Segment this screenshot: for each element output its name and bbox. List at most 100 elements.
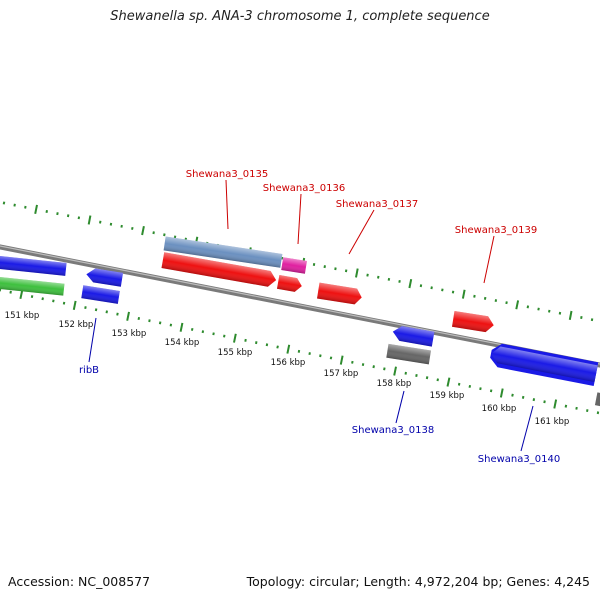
inner-minor-tick	[62, 301, 66, 305]
outer-minor-tick	[366, 273, 369, 277]
inner-minor-tick	[436, 378, 439, 382]
inner-minor-tick	[457, 382, 461, 386]
outer-minor-tick	[312, 263, 316, 266]
inner-minor-tick	[329, 356, 333, 360]
inner-major-tick	[233, 333, 237, 343]
gene-Shewana3-0139[interactable]	[451, 310, 495, 333]
gene-Shewana3-0136-red[interactable]	[276, 275, 303, 293]
gene-Shewana3-0140[interactable]	[489, 342, 599, 386]
outer-major-tick	[568, 310, 573, 320]
inner-minor-tick	[532, 398, 536, 402]
inner-major-tick	[19, 289, 24, 300]
gene-partial-grey-right[interactable]	[594, 392, 600, 408]
gene-Shewana3-0135[interactable]	[161, 252, 277, 288]
gene-ribB[interactable]	[81, 285, 120, 304]
outer-minor-tick	[377, 275, 380, 279]
inner-minor-tick	[201, 330, 205, 334]
inner-minor-tick	[297, 349, 301, 353]
label-Shewana3-0136[interactable]: Shewana3_0136	[263, 183, 345, 194]
scale-labels: 151 kbp 152 kbp 153 kbp 154 kbp 155 kbp …	[5, 311, 570, 427]
label-Shewana3-0139[interactable]: Shewana3_0139	[455, 225, 537, 236]
outer-tick-row	[2, 201, 594, 322]
outer-major-tick	[515, 300, 520, 310]
label-Shewana3-0135[interactable]: Shewana3_0135	[186, 169, 268, 180]
gene-partial-green-left[interactable]	[0, 275, 65, 296]
label-Shewana3-0138[interactable]: Shewana3_0138	[352, 425, 434, 436]
gene-partial-blue-left[interactable]	[0, 255, 67, 276]
scale-label-155: 155 kbp	[218, 348, 253, 358]
inner-minor-tick	[190, 327, 194, 331]
gene-Shewana3-0136[interactable]	[281, 257, 307, 274]
outer-minor-tick	[152, 231, 155, 235]
outer-major-tick	[355, 268, 359, 278]
inner-minor-tick	[169, 323, 173, 327]
outer-minor-tick	[173, 235, 177, 239]
inner-minor-tick	[116, 312, 119, 316]
outer-minor-tick	[66, 214, 70, 218]
outer-minor-tick	[387, 277, 391, 281]
inner-minor-tick	[84, 306, 87, 309]
scale-label-156: 156 kbp	[271, 358, 306, 368]
scale-label-161: 161 kbp	[535, 417, 570, 427]
gene-Shewana3-0135-steel[interactable]	[163, 236, 283, 268]
outer-minor-tick	[280, 256, 284, 260]
outer-minor-tick	[558, 311, 562, 315]
outer-minor-tick	[120, 224, 123, 228]
outer-minor-tick	[483, 296, 487, 300]
outer-minor-tick	[109, 222, 113, 226]
gene-Shewana3-0137[interactable]	[317, 282, 363, 306]
outer-minor-tick	[24, 205, 27, 209]
inner-minor-tick	[244, 338, 247, 342]
scale-label-158: 158 kbp	[377, 379, 412, 389]
outer-minor-tick	[77, 216, 81, 220]
inner-minor-tick	[94, 308, 98, 312]
outer-minor-tick	[2, 201, 6, 205]
inner-minor-tick	[9, 290, 12, 294]
inner-minor-tick	[479, 387, 482, 391]
inner-minor-tick	[415, 374, 418, 377]
scale-label-153: 153 kbp	[112, 329, 147, 339]
inner-minor-tick	[52, 299, 55, 303]
inner-minor-tick	[404, 371, 407, 375]
outer-major-tick	[87, 215, 92, 225]
scale-label-154: 154 kbp	[165, 338, 200, 348]
inner-minor-tick	[489, 389, 493, 393]
inner-major-tick	[553, 399, 558, 409]
inner-minor-tick	[41, 297, 44, 301]
label-Shewana3-0140[interactable]: Shewana3_0140	[478, 454, 560, 465]
outer-major-tick	[141, 225, 145, 236]
inner-major-tick	[179, 322, 184, 332]
label-ribB[interactable]: ribB	[79, 365, 99, 376]
inner-minor-tick	[521, 395, 525, 399]
gene-Shewana3-0138[interactable]	[386, 343, 431, 365]
inner-minor-tick	[383, 367, 386, 371]
inner-minor-tick	[372, 365, 375, 369]
scale-label-160: 160 kbp	[482, 404, 517, 414]
inner-minor-tick	[158, 321, 162, 325]
gene-Shewana3-0138-upper[interactable]	[391, 325, 435, 347]
gene-ribB-upper[interactable]	[85, 267, 124, 287]
inner-minor-tick	[265, 343, 269, 347]
scale-label-159: 159 kbp	[430, 391, 465, 401]
outer-minor-tick	[451, 290, 455, 294]
outer-minor-tick	[505, 301, 508, 305]
inner-minor-tick	[351, 360, 354, 364]
outer-minor-tick	[56, 212, 59, 216]
inner-minor-tick	[586, 409, 589, 412]
inner-major-tick	[393, 366, 397, 376]
label-Shewana3-0137[interactable]: Shewana3_0137	[336, 199, 418, 210]
outer-major-tick	[461, 289, 466, 299]
scale-label-152: 152 kbp	[59, 320, 94, 330]
inner-minor-tick	[543, 400, 546, 404]
map-title: Shewanella sp. ANA-3 chromosome 1, compl…	[110, 9, 490, 24]
outer-minor-tick	[323, 265, 326, 269]
outer-minor-tick	[441, 288, 444, 292]
inner-minor-tick	[468, 384, 472, 388]
outer-minor-tick	[13, 203, 16, 207]
inner-minor-tick	[308, 352, 311, 355]
outer-major-tick	[408, 278, 413, 289]
outer-minor-tick	[163, 233, 166, 237]
outer-minor-tick	[344, 269, 348, 273]
outer-minor-tick	[430, 286, 433, 290]
